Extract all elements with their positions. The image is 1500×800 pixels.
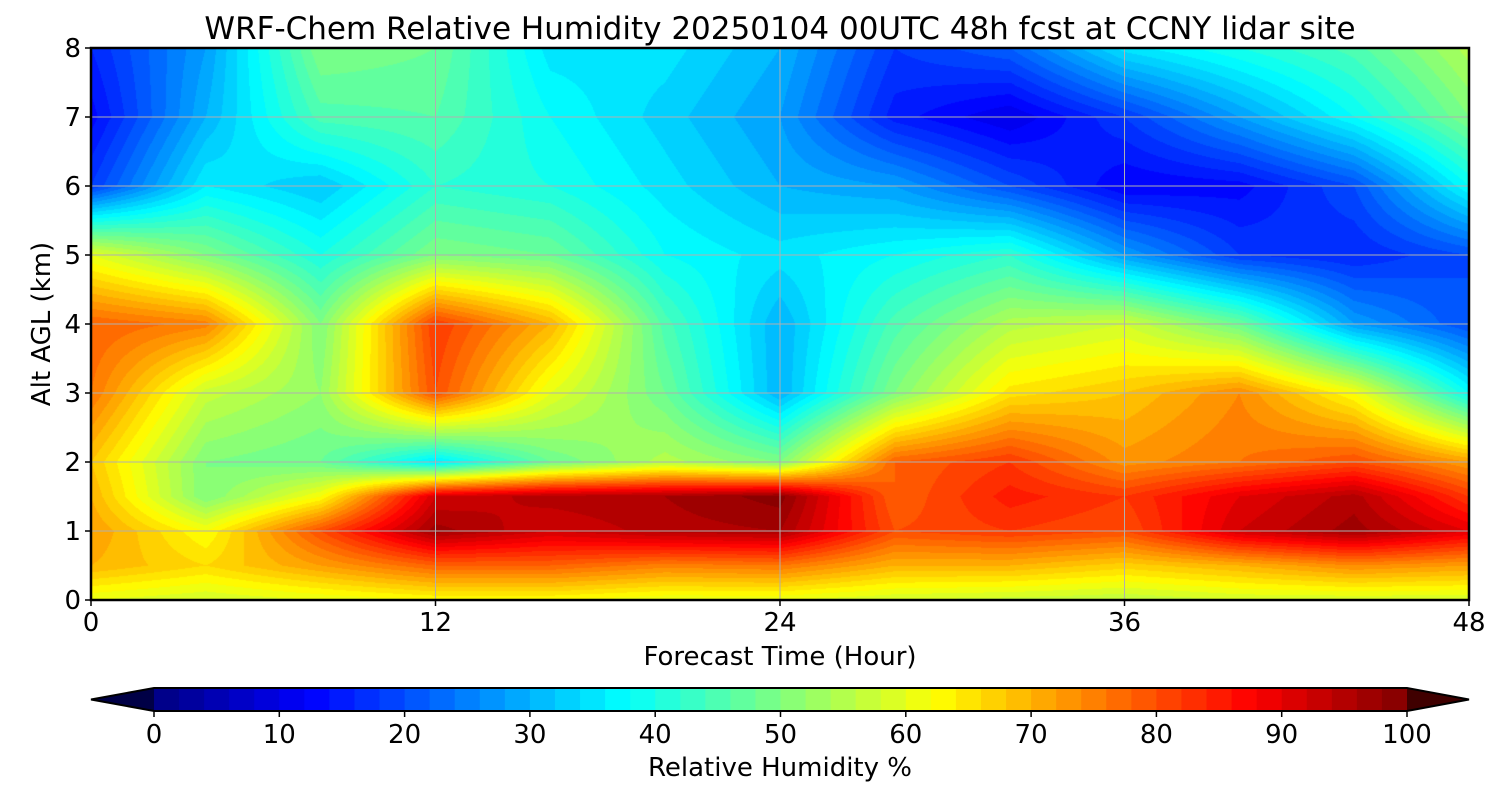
colorbar-extend-low xyxy=(91,688,154,711)
colorbar-segment xyxy=(154,688,180,711)
colorbar-segment xyxy=(379,688,406,711)
y-tick-label: 2 xyxy=(64,448,81,478)
x-axis-label: Forecast Time (Hour) xyxy=(643,642,916,672)
colorbar-segment xyxy=(479,688,506,711)
colorbar-tick-label: 20 xyxy=(388,720,421,750)
y-tick-label: 7 xyxy=(64,103,81,133)
colorbar-segment xyxy=(454,688,481,711)
y-tick-label: 6 xyxy=(64,172,81,202)
colorbar-segment xyxy=(1031,688,1057,711)
colorbar-segment xyxy=(630,688,656,711)
colorbar-segment xyxy=(805,688,832,711)
colorbar-segment xyxy=(605,688,631,711)
y-tick-label: 0 xyxy=(64,586,81,616)
colorbar-segment xyxy=(1056,688,1082,711)
chart-title: WRF-Chem Relative Humidity 20250104 00UT… xyxy=(204,11,1355,47)
y-tick-label: 1 xyxy=(64,517,81,547)
colorbar-segment xyxy=(830,688,857,711)
colorbar-segment xyxy=(1181,688,1208,711)
colorbar-segment xyxy=(1131,688,1157,711)
y-tick-label: 8 xyxy=(64,34,81,64)
colorbar-segment xyxy=(980,688,1007,711)
colorbar-tick-label: 40 xyxy=(639,720,672,750)
colorbar-segment xyxy=(1256,688,1283,711)
colorbar-segment xyxy=(1356,688,1383,711)
colorbar-segment xyxy=(1206,688,1233,711)
colorbar-tick-label: 10 xyxy=(263,720,296,750)
colorbar-segment xyxy=(680,688,706,711)
colorbar-tick-label: 70 xyxy=(1015,720,1048,750)
colorbar-segment xyxy=(1006,688,1032,711)
colorbar-segment xyxy=(1281,688,1308,711)
colorbar-tick-label: 30 xyxy=(513,720,546,750)
colorbar-segment xyxy=(855,688,882,711)
colorbar-segment xyxy=(279,688,305,711)
colorbar-segment xyxy=(1306,688,1333,711)
x-tick-label: 48 xyxy=(1452,608,1485,638)
colorbar-segment xyxy=(905,688,932,711)
colorbar-segment xyxy=(730,688,757,711)
colorbar-segment xyxy=(229,688,255,711)
colorbar-segment xyxy=(304,688,331,711)
colorbar-segment xyxy=(1156,688,1183,711)
colorbar-segment xyxy=(580,688,606,711)
colorbar-tick-label: 0 xyxy=(146,720,163,750)
colorbar-segment xyxy=(429,688,456,711)
colorbar-segment xyxy=(204,688,230,711)
colorbar-extend-high xyxy=(1407,688,1469,711)
colorbar-segment xyxy=(504,688,531,711)
x-tick-label: 24 xyxy=(763,608,796,638)
y-tick-label: 3 xyxy=(64,379,81,409)
colorbar-tick-label: 60 xyxy=(889,720,922,750)
y-tick-label: 4 xyxy=(64,310,81,340)
colorbar-segment xyxy=(1231,688,1258,711)
colorbar-tick-label: 50 xyxy=(764,720,797,750)
colorbar-segment xyxy=(554,688,581,711)
colorbar-segment xyxy=(404,688,431,711)
colorbar-segment xyxy=(780,688,807,711)
colorbar-label: Relative Humidity % xyxy=(648,753,912,783)
colorbar-segment xyxy=(755,688,782,711)
colorbar-segment xyxy=(655,688,681,711)
y-axis-label: Alt AGL (km) xyxy=(27,242,57,406)
colorbar-segment xyxy=(880,688,907,711)
colorbar-tick-label: 90 xyxy=(1265,720,1298,750)
colorbar-segment xyxy=(930,688,957,711)
colorbar-tick-label: 80 xyxy=(1140,720,1173,750)
colorbar-segment xyxy=(329,688,356,711)
colorbar-segment xyxy=(1106,688,1132,711)
x-tick-label: 36 xyxy=(1108,608,1141,638)
colorbar-segment xyxy=(354,688,381,711)
colorbar-segment xyxy=(705,688,731,711)
colorbar-segment xyxy=(254,688,280,711)
colorbar-tick-label: 100 xyxy=(1382,720,1432,750)
colorbar-segment xyxy=(1381,688,1408,711)
colorbar-segment xyxy=(529,688,556,711)
x-tick-label: 0 xyxy=(83,608,100,638)
colorbar-segment xyxy=(179,688,205,711)
colorbar-segment xyxy=(1331,688,1358,711)
colorbar-segment xyxy=(955,688,982,711)
y-tick-label: 5 xyxy=(64,241,81,271)
colorbar-segment xyxy=(1081,688,1107,711)
x-tick-label: 12 xyxy=(419,608,452,638)
